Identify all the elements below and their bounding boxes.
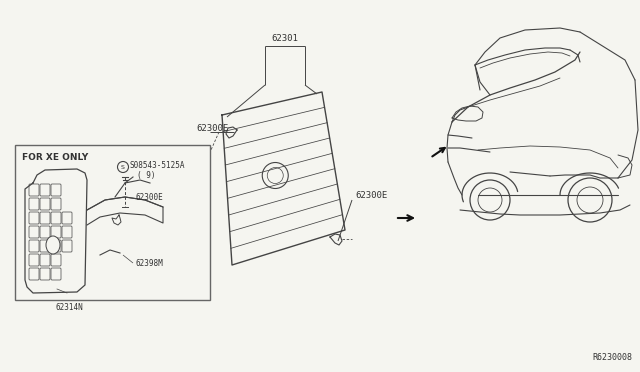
FancyBboxPatch shape — [29, 212, 39, 224]
FancyBboxPatch shape — [29, 198, 39, 210]
FancyBboxPatch shape — [29, 226, 39, 238]
FancyBboxPatch shape — [51, 226, 61, 238]
FancyBboxPatch shape — [62, 226, 72, 238]
FancyBboxPatch shape — [51, 198, 61, 210]
FancyBboxPatch shape — [51, 184, 61, 196]
FancyBboxPatch shape — [40, 198, 50, 210]
FancyBboxPatch shape — [51, 254, 61, 266]
FancyBboxPatch shape — [62, 240, 72, 252]
Text: 62300E: 62300E — [196, 124, 228, 132]
Ellipse shape — [46, 236, 60, 254]
FancyBboxPatch shape — [62, 212, 72, 224]
FancyBboxPatch shape — [40, 212, 50, 224]
Text: R6230008: R6230008 — [592, 353, 632, 362]
FancyBboxPatch shape — [29, 240, 39, 252]
Text: 62398M: 62398M — [135, 259, 163, 267]
Text: S: S — [121, 164, 125, 170]
FancyBboxPatch shape — [51, 240, 61, 252]
FancyBboxPatch shape — [29, 254, 39, 266]
Text: 62300E: 62300E — [135, 192, 163, 202]
FancyBboxPatch shape — [40, 240, 50, 252]
Text: 62300E: 62300E — [355, 190, 387, 199]
FancyBboxPatch shape — [40, 268, 50, 280]
FancyBboxPatch shape — [40, 226, 50, 238]
FancyBboxPatch shape — [51, 212, 61, 224]
FancyBboxPatch shape — [40, 254, 50, 266]
Text: ( 9): ( 9) — [137, 170, 156, 180]
Text: FOR XE ONLY: FOR XE ONLY — [22, 153, 88, 162]
Text: S08543-5125A: S08543-5125A — [130, 160, 186, 170]
FancyBboxPatch shape — [51, 268, 61, 280]
FancyBboxPatch shape — [29, 184, 39, 196]
FancyBboxPatch shape — [15, 145, 210, 300]
Text: 62314N: 62314N — [55, 302, 83, 311]
FancyBboxPatch shape — [40, 184, 50, 196]
Text: 62301: 62301 — [271, 33, 298, 42]
FancyBboxPatch shape — [29, 268, 39, 280]
